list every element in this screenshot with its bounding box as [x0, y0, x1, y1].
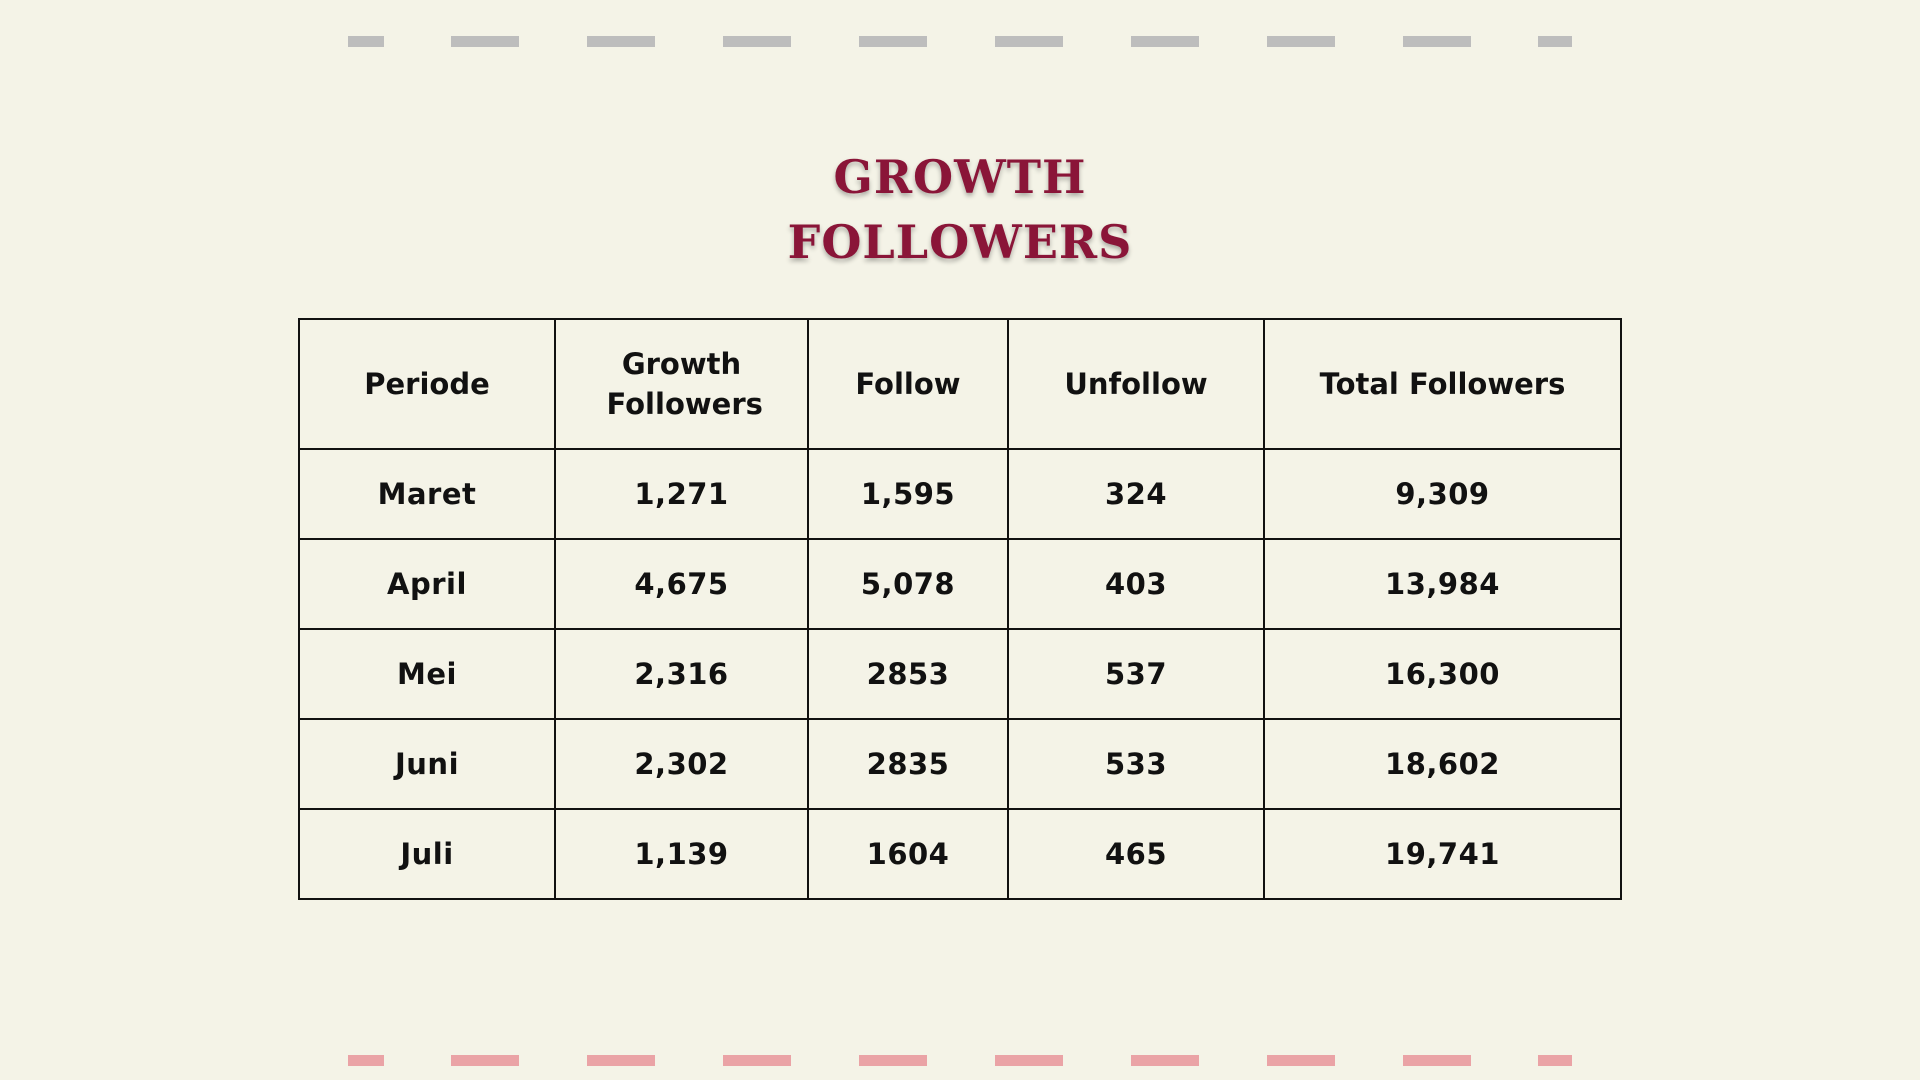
dash-segment: [723, 1055, 791, 1066]
dash-segment: [859, 36, 927, 47]
dash-segment: [1403, 1055, 1471, 1066]
cell-growth-followers: 1,139: [554, 808, 809, 900]
dash-segment: [995, 1055, 1063, 1066]
cell-total-followers: 16,300: [1263, 628, 1622, 720]
header-follow: Follow: [807, 318, 1009, 450]
cell-total-followers: 18,602: [1263, 718, 1622, 810]
dash-segment: [451, 1055, 519, 1066]
title-line-1: GROWTH: [833, 150, 1087, 204]
cell-total-followers: 9,309: [1263, 448, 1622, 540]
table-row: Juni 2,302 2835 533 18,602: [298, 718, 1622, 810]
cell-total-followers: 13,984: [1263, 538, 1622, 630]
header-growth-followers: Growth Followers: [554, 318, 809, 450]
cell-follow: 2835: [807, 718, 1009, 810]
cell-growth-followers: 1,271: [554, 448, 809, 540]
dash-segment: [1267, 36, 1335, 47]
header-periode: Periode: [298, 318, 556, 450]
cell-unfollow: 324: [1007, 448, 1265, 540]
cell-unfollow: 533: [1007, 718, 1265, 810]
dash-segment: [1131, 36, 1199, 47]
dash-segment: [587, 1055, 655, 1066]
dash-segment: [1538, 36, 1572, 47]
dash-segment: [1131, 1055, 1199, 1066]
table-row: Maret 1,271 1,595 324 9,309: [298, 448, 1622, 540]
header-total-followers: Total Followers: [1263, 318, 1622, 450]
cell-total-followers: 19,741: [1263, 808, 1622, 900]
top-dashed-divider: [348, 36, 1572, 47]
dash-segment: [995, 36, 1063, 47]
table-row: Juli 1,139 1604 465 19,741: [298, 808, 1622, 900]
table-row: April 4,675 5,078 403 13,984: [298, 538, 1622, 630]
cell-periode: April: [298, 538, 556, 630]
cell-periode: Juni: [298, 718, 556, 810]
cell-growth-followers: 2,302: [554, 718, 809, 810]
dash-segment: [348, 36, 384, 47]
cell-follow: 1,595: [807, 448, 1009, 540]
cell-unfollow: 403: [1007, 538, 1265, 630]
cell-periode: Juli: [298, 808, 556, 900]
dash-segment: [723, 36, 791, 47]
table-row: Mei 2,316 2853 537 16,300: [298, 628, 1622, 720]
page-title: GROWTH FOLLOWERS: [0, 145, 1920, 275]
cell-follow: 5,078: [807, 538, 1009, 630]
cell-unfollow: 537: [1007, 628, 1265, 720]
header-unfollow: Unfollow: [1007, 318, 1265, 450]
dash-segment: [1267, 1055, 1335, 1066]
dash-segment: [451, 36, 519, 47]
dash-segment: [1403, 36, 1471, 47]
title-line-2: FOLLOWERS: [787, 215, 1133, 269]
cell-periode: Mei: [298, 628, 556, 720]
cell-follow: 1604: [807, 808, 1009, 900]
dash-segment: [1538, 1055, 1572, 1066]
dash-segment: [348, 1055, 384, 1066]
dash-segment: [587, 36, 655, 47]
table-header-row: Periode Growth Followers Follow Unfollow…: [298, 318, 1622, 450]
cell-unfollow: 465: [1007, 808, 1265, 900]
followers-table: Periode Growth Followers Follow Unfollow…: [298, 318, 1622, 900]
cell-periode: Maret: [298, 448, 556, 540]
cell-follow: 2853: [807, 628, 1009, 720]
dash-segment: [859, 1055, 927, 1066]
cell-growth-followers: 4,675: [554, 538, 809, 630]
cell-growth-followers: 2,316: [554, 628, 809, 720]
bottom-dashed-divider: [348, 1055, 1572, 1066]
